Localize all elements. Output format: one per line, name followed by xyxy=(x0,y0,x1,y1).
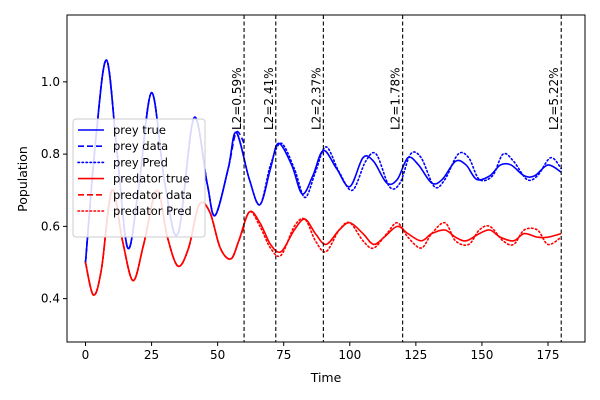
l2-error-label: L2=2.37% xyxy=(309,68,323,131)
x-tick-label: 75 xyxy=(276,348,291,362)
x-tick-label: 175 xyxy=(537,348,560,362)
y-tick-label: 1.0 xyxy=(41,75,60,89)
axes-layer: 0 25 50 75 100 125 150 175 0.4 0.6 0.8 1.0 xyxy=(41,75,560,362)
x-tick-label: 50 xyxy=(210,348,225,362)
l2-error-label: L2=5.22% xyxy=(547,68,561,131)
x-tick-label: 25 xyxy=(144,348,159,362)
plot-frame xyxy=(66,14,586,343)
y-tick-label: 0.6 xyxy=(41,219,60,233)
y-axis-title: Population xyxy=(15,146,30,212)
legend-label: prey Pred xyxy=(113,155,168,169)
x-tick-label: 125 xyxy=(404,348,427,362)
legend-label: predator true xyxy=(113,172,190,186)
y-tick-label: 0.8 xyxy=(41,147,60,161)
l2-error-label: L2=1.78% xyxy=(389,68,403,131)
legend-label: prey true xyxy=(113,123,166,137)
l2-error-label: L2=2.41% xyxy=(262,68,276,131)
l2-error-label: L2=0.59% xyxy=(230,68,244,131)
legend-label: prey data xyxy=(113,139,168,153)
x-tick-label: 150 xyxy=(470,348,493,362)
plot-layer: L2=0.59% L2=2.41% L2=2.37% L2=1.78% L2=5.22% xyxy=(84,15,563,342)
legend-label: predator Pred xyxy=(113,204,192,218)
legend: prey true prey data prey Pred predator true… xyxy=(72,118,206,238)
x-tick-label: 0 xyxy=(82,348,90,362)
legend-label: predator data xyxy=(113,188,192,202)
legend-frame xyxy=(72,118,206,238)
x-axis-title: Time xyxy=(310,370,342,385)
x-tick-label: 100 xyxy=(338,348,361,362)
y-tick-label: 0.4 xyxy=(41,292,60,306)
